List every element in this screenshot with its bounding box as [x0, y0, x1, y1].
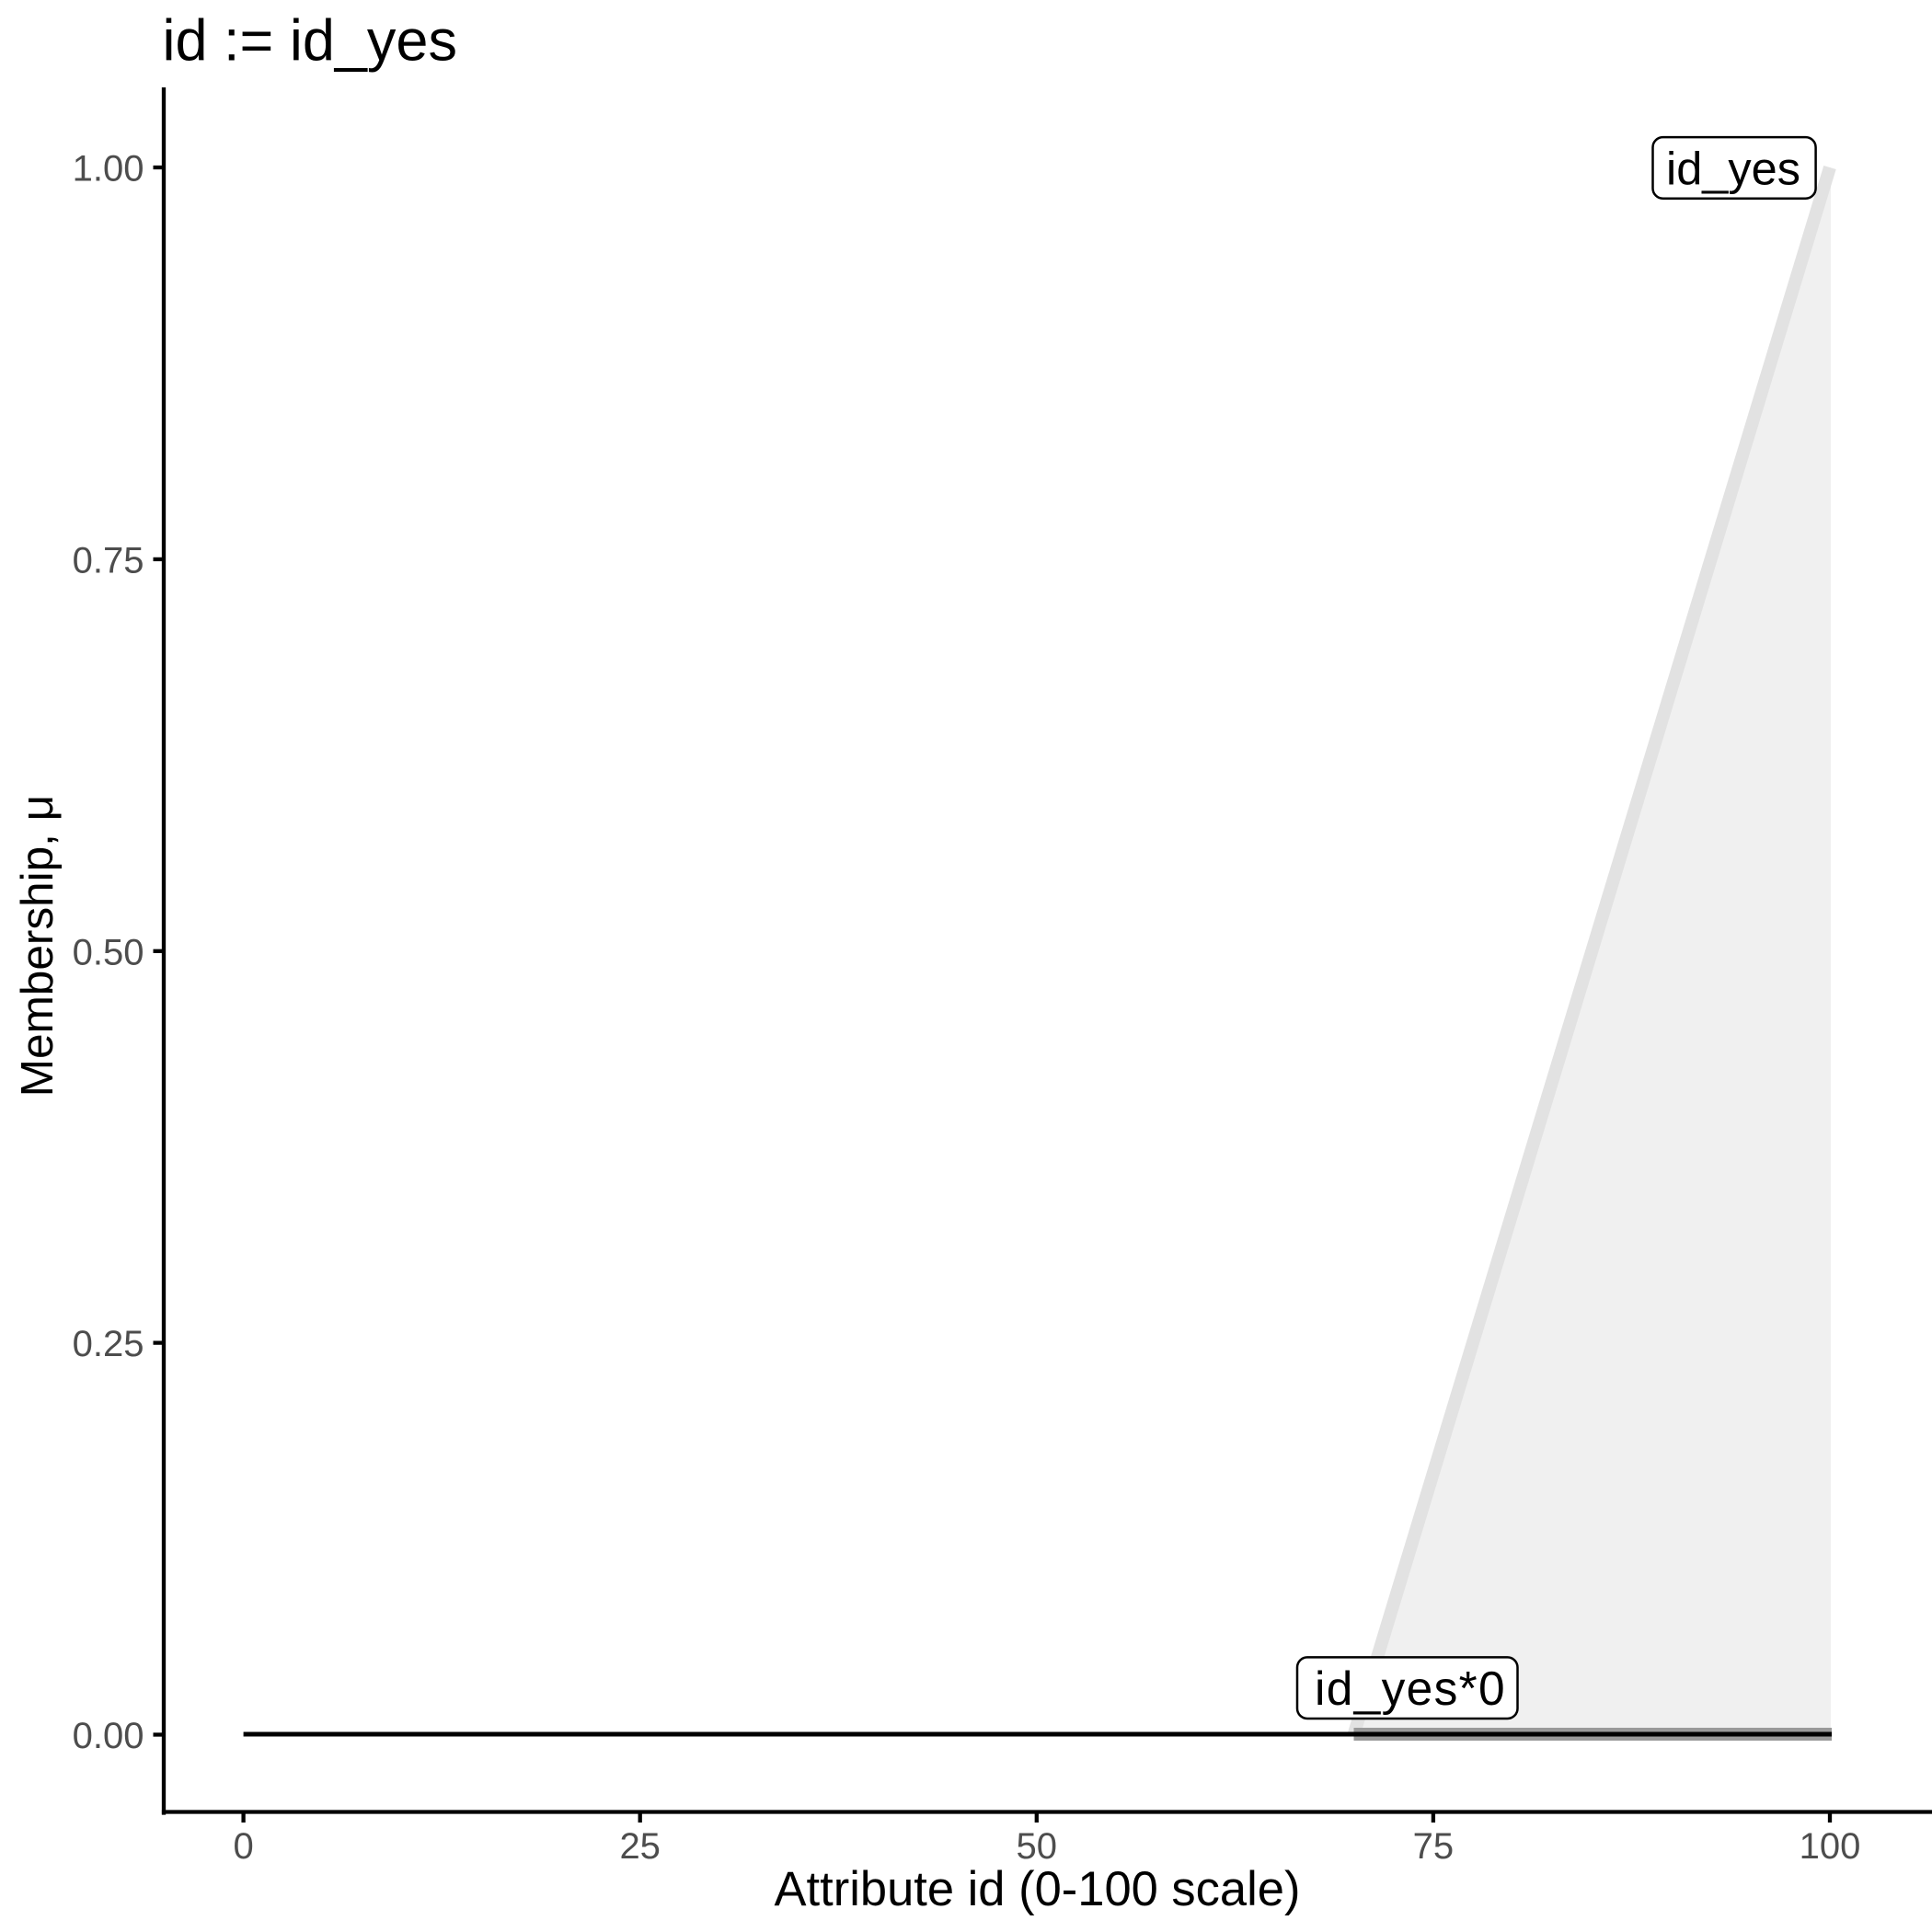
svg-text:100: 100	[1800, 1826, 1861, 1867]
svg-text:0.50: 0.50	[73, 932, 144, 972]
svg-text:Membership, μ: Membership, μ	[12, 795, 63, 1097]
svg-text:0.00: 0.00	[73, 1716, 144, 1756]
svg-text:0.75: 0.75	[73, 541, 144, 581]
svg-text:50: 50	[1017, 1826, 1058, 1867]
svg-text:75: 75	[1413, 1826, 1455, 1867]
svg-text:0.25: 0.25	[73, 1324, 144, 1364]
svg-text:1.00: 1.00	[73, 149, 144, 190]
svg-text:id := id_yes: id := id_yes	[163, 9, 457, 74]
svg-text:id_yes: id_yes	[1666, 142, 1800, 194]
svg-text:25: 25	[619, 1826, 661, 1867]
svg-text:0: 0	[233, 1826, 253, 1867]
svg-text:id_yes*0: id_yes*0	[1315, 1662, 1506, 1715]
svg-text:Attribute id (0-100 scale): Attribute id (0-100 scale)	[775, 1862, 1301, 1916]
